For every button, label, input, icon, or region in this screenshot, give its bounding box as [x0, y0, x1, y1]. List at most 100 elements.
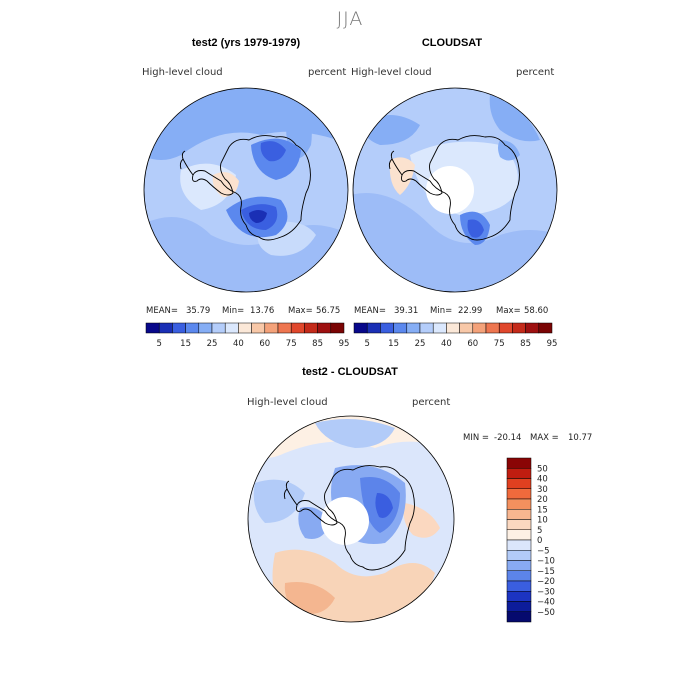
panel-3-title: test2 - CLOUDSAT [302, 366, 398, 378]
panel-3-variable: High-level cloud [247, 397, 328, 408]
field-mid-blue [353, 193, 557, 292]
panel-1-max: 56.75 [316, 306, 341, 316]
map-panel-1 [143, 87, 349, 293]
panel-1-title: test2 (yrs 1979-1979) [191, 37, 301, 49]
colorbar-tick-label: 40 [537, 475, 548, 485]
colorbar-swatch [224, 322, 239, 334]
antarctic-peninsula [283, 480, 298, 506]
colorbar-panel-2: 5 15 25 40 60 75 85 95 [353, 322, 557, 349]
colorbar-swatch [353, 322, 368, 334]
map-panel-2 [352, 87, 558, 293]
colorbar-swatch [277, 322, 292, 334]
panel-3-max-label: MAX = [530, 433, 559, 443]
colorbar-swatch [264, 322, 279, 334]
colorbar-tick-label: −50 [537, 608, 555, 618]
colorbar-swatch [238, 322, 252, 334]
colorbar-tick-label: −5 [537, 546, 550, 556]
colorbar-swatch [419, 322, 434, 334]
colorbar-tick-label: 50 [537, 464, 548, 474]
colorbar-swatch [432, 322, 447, 334]
panel-3-units: percent [412, 397, 451, 408]
field-darkest-blue [249, 210, 267, 223]
colorbar-swatch [525, 322, 540, 334]
colorbar-tick-label: 40 [233, 339, 244, 349]
colorbar-tick-label: 15 [388, 339, 399, 349]
colorbar-tick-label: −40 [537, 598, 555, 608]
colorbar-swatch [304, 322, 318, 334]
colorbar-swatch [506, 498, 532, 510]
map-boundary [247, 415, 455, 623]
colorbar-tick-label: 25 [207, 339, 218, 349]
colorbar-swatch [506, 509, 532, 520]
colorbar-swatch [145, 322, 160, 334]
colorbar-tick-label: 85 [520, 339, 531, 349]
colorbar-swatch [506, 580, 532, 592]
panel-1-variable: High-level cloud [142, 67, 223, 78]
colorbar-swatch [330, 322, 345, 334]
colorbar-swatch [506, 529, 532, 541]
panel-2-units: percent [516, 67, 555, 78]
colorbar-swatch [185, 322, 200, 334]
panel-3-min-label: MIN = [463, 433, 490, 443]
panel-2-mean: 39.31 [394, 306, 419, 316]
colorbar-tick-label: −15 [537, 567, 555, 577]
colorbar-swatch [506, 457, 532, 469]
map-boundary [352, 87, 558, 293]
colorbar-tick-label: 60 [259, 339, 270, 349]
colorbar-swatch [366, 322, 381, 334]
field-dark-blue [467, 219, 484, 238]
colorbar-swatch [506, 488, 532, 500]
colorbar-tick-label: 10 [537, 516, 548, 526]
antarctica-coastline [192, 135, 311, 241]
colorbar-tick-label: −30 [537, 587, 555, 597]
colorbar-swatch [506, 519, 532, 530]
field-mid-blue [489, 95, 540, 142]
colorbar-swatch [485, 322, 500, 334]
map-boundary [143, 87, 349, 293]
panel-2-variable: High-level cloud [351, 67, 432, 78]
colorbar-tick-label: 30 [537, 485, 548, 495]
colorbar-swatch [472, 322, 487, 334]
colorbar-swatch [211, 322, 226, 334]
colorbar-swatch [290, 322, 305, 334]
colorbar-tick-label: 40 [441, 339, 452, 349]
colorbar-swatch [512, 322, 526, 334]
colorbar-tick-label: 5 [364, 339, 369, 349]
panel-1-min: 13.76 [250, 306, 275, 316]
colorbar-tick-label: 95 [339, 339, 350, 349]
panel-2-max-label: Max= [496, 306, 521, 316]
panel-3-min: -20.14 [494, 433, 522, 443]
colorbar-swatch [459, 322, 474, 334]
colorbar-tick-label: 75 [286, 339, 297, 349]
panel-1-min-label: Min= [222, 306, 245, 316]
colorbar-swatch [506, 611, 532, 623]
figure-title: JJA [336, 8, 364, 30]
map-panel-3 [247, 415, 455, 623]
colorbar-tick-label: 85 [312, 339, 323, 349]
colorbar-swatch [506, 550, 532, 561]
panel-3-max: 10.77 [568, 433, 593, 443]
panel-2-min-label: Min= [430, 306, 453, 316]
panel-2-min: 22.99 [458, 306, 483, 316]
colorbar-panel-1: 5 15 25 40 60 75 85 95 [145, 322, 350, 349]
field-blue [498, 140, 520, 161]
colorbar-tick-label: −20 [537, 577, 555, 587]
colorbar-tick-label: 5 [156, 339, 161, 349]
field-strong-negative [375, 493, 393, 518]
colorbar-swatch [506, 468, 532, 479]
colorbar-swatch [406, 322, 421, 334]
colorbar-swatch [506, 591, 532, 602]
antarctic-peninsula [388, 150, 403, 176]
colorbar-swatch [498, 322, 513, 334]
colorbar-tick-label: 0 [537, 536, 542, 546]
field-positive [403, 503, 440, 538]
panel-1-units: percent [308, 67, 347, 78]
colorbar-tick-label: 25 [415, 339, 426, 349]
colorbar-swatch [380, 322, 394, 334]
polar-data-gap [321, 497, 369, 545]
colorbar-swatch [506, 560, 532, 571]
colorbar-swatch [198, 322, 213, 334]
panel-1-max-label: Max= [288, 306, 313, 316]
colorbar-swatch [506, 601, 532, 612]
